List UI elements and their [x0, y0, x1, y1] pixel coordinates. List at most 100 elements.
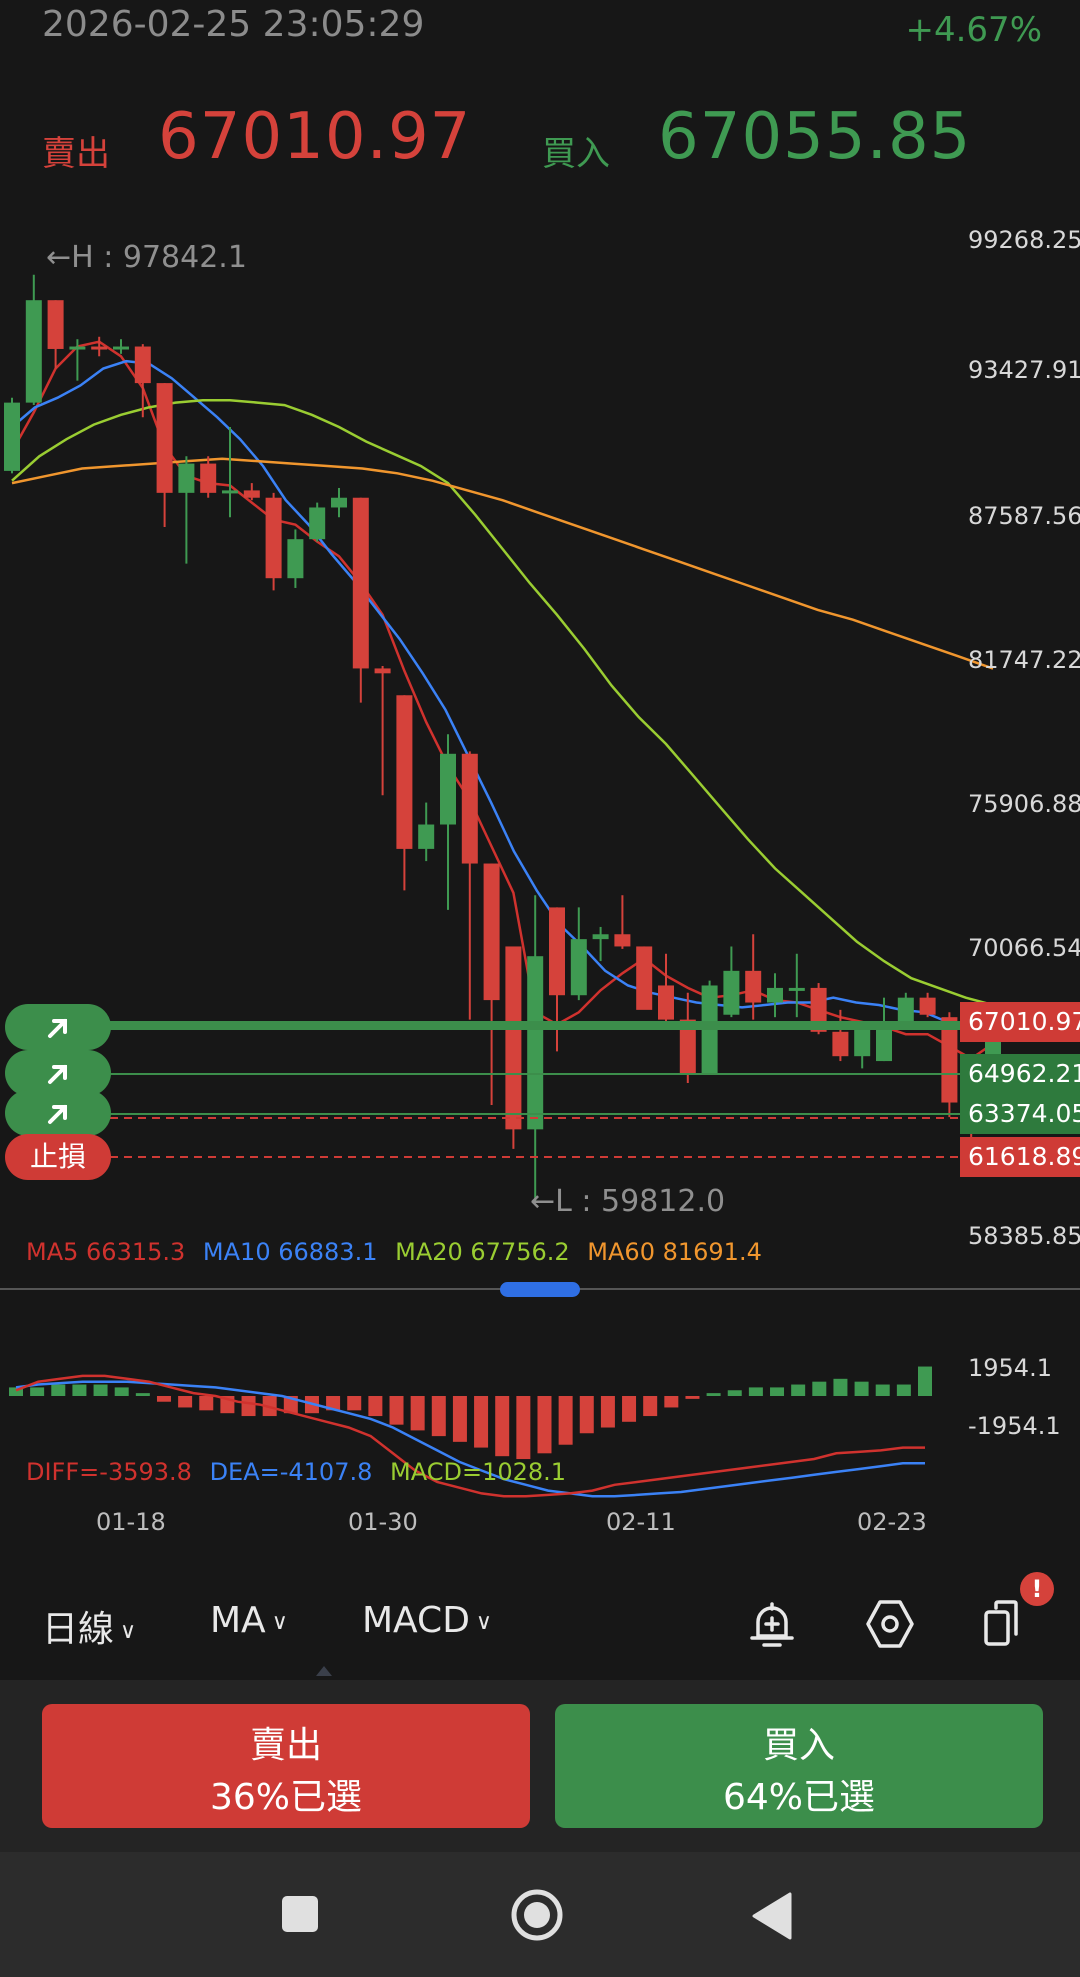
candle-body[interactable] — [505, 946, 522, 1130]
alarm-add-icon[interactable] — [744, 1596, 800, 1652]
macd-bar — [9, 1387, 23, 1396]
candle-body[interactable] — [69, 346, 86, 350]
macd-bar — [727, 1390, 742, 1396]
arrow-up-right-icon — [48, 1018, 67, 1038]
candle-body[interactable] — [396, 695, 413, 849]
candle-body[interactable] — [919, 997, 936, 1015]
macd-bar — [368, 1396, 383, 1417]
macd-bar — [643, 1396, 658, 1417]
macd-legend: DIFF=-3593.8 DEA=-4107.8 MACD=1028.1 — [26, 1458, 576, 1486]
macd-bar — [791, 1384, 806, 1396]
notification-badge: ! — [1020, 1572, 1054, 1606]
macd-value: MACD=1028.1 — [390, 1458, 567, 1486]
back-icon[interactable] — [750, 1892, 794, 1940]
buy-quote-price[interactable]: 67055.85 — [658, 100, 972, 174]
candle-body[interactable] — [200, 463, 217, 493]
buy-button-title: 買入 — [762, 1725, 835, 1766]
current-price-tag: 67010.97 — [960, 1002, 1080, 1042]
sell-button[interactable]: 賣出 36%已選 — [42, 1704, 530, 1828]
chart-toolbar: 日線 ∨ MA ∨ MACD ∨ ! — [0, 1572, 1080, 1680]
macd-bar — [579, 1396, 594, 1434]
candle-body[interactable] — [897, 997, 914, 1027]
active-indicator-caret — [316, 1666, 332, 1676]
sell-quote-price[interactable]: 67010.97 — [158, 100, 472, 174]
order-button-2[interactable] — [5, 1090, 111, 1136]
sub-indicator-label: MACD — [362, 1600, 470, 1641]
diff-line — [15, 1374, 925, 1498]
candle-body[interactable] — [832, 1031, 849, 1057]
multi-window-icon[interactable] — [980, 1594, 1040, 1654]
candle-body[interactable] — [461, 753, 478, 864]
macd-bar — [326, 1396, 341, 1411]
candle-body[interactable] — [4, 402, 20, 471]
candle-body[interactable] — [156, 383, 173, 493]
candle-body[interactable] — [527, 956, 544, 1130]
x-label: 01-30 — [348, 1508, 418, 1536]
candle-body[interactable] — [570, 939, 587, 996]
order-price-tag-2: 63374.05 — [960, 1094, 1080, 1134]
macd-bar — [622, 1396, 637, 1422]
arrow-up-right-icon — [48, 1104, 67, 1124]
ma10-value: MA10 66883.1 — [202, 1238, 378, 1266]
candle-body[interactable] — [723, 970, 740, 1015]
order-price-tag-1: 64962.21 — [960, 1054, 1080, 1094]
macd-bar — [30, 1387, 45, 1396]
order-button-current[interactable] — [5, 1004, 111, 1050]
candle-body[interactable] — [352, 497, 369, 669]
candle-body[interactable] — [679, 1019, 696, 1074]
candle-body[interactable] — [658, 985, 674, 1020]
home-icon[interactable] — [510, 1888, 564, 1942]
candle-body[interactable] — [331, 497, 347, 508]
candle-body[interactable] — [788, 987, 805, 991]
candle-body[interactable] — [222, 490, 238, 494]
candle-body[interactable] — [374, 668, 391, 674]
candle-body[interactable] — [178, 463, 195, 493]
candle-body[interactable] — [941, 1017, 958, 1103]
stop-loss-button[interactable]: 止損 — [5, 1134, 111, 1180]
candle-body[interactable] — [854, 1024, 871, 1057]
candle-body[interactable] — [767, 987, 783, 1003]
y-tick: 99268.25 — [968, 226, 1080, 254]
candle-body[interactable] — [243, 490, 260, 498]
candle-body[interactable] — [636, 946, 653, 1010]
macd-bar — [241, 1396, 256, 1417]
period-dropdown[interactable]: 日線 ∨ — [42, 1600, 136, 1652]
candlestick-chart[interactable] — [0, 0, 1080, 1560]
y-tick: 93427.91 — [968, 356, 1080, 384]
order-button-1[interactable] — [5, 1050, 111, 1096]
indicator-dropdown[interactable]: MA ∨ — [210, 1600, 288, 1641]
candle-body[interactable] — [483, 863, 500, 1001]
pane-resize-handle[interactable] — [500, 1282, 580, 1297]
ma60-line — [11, 457, 994, 670]
candle-body[interactable] — [440, 753, 456, 825]
candle-body[interactable] — [91, 346, 108, 350]
macd-bar — [431, 1396, 446, 1437]
settings-icon[interactable] — [862, 1596, 918, 1652]
macd-bar — [685, 1396, 700, 1399]
macd-bar — [918, 1366, 932, 1396]
macd-bar — [135, 1393, 150, 1396]
macd-bar — [854, 1381, 869, 1396]
sub-indicator-dropdown[interactable]: MACD ∨ — [362, 1600, 492, 1641]
candle-body[interactable] — [876, 1026, 892, 1062]
buy-button[interactable]: 買入 64%已選 — [555, 1704, 1043, 1828]
candle-body[interactable] — [287, 539, 304, 579]
candle-body[interactable] — [745, 970, 762, 1003]
candle-body[interactable] — [113, 346, 129, 350]
candle-body[interactable] — [309, 507, 326, 540]
buy-button-percent: 64%已選 — [722, 1777, 876, 1818]
candle-body[interactable] — [549, 907, 565, 996]
y-tick: 70066.54 — [968, 934, 1080, 962]
candle-body[interactable] — [47, 300, 64, 349]
candle-body[interactable] — [614, 934, 631, 947]
candle-body[interactable] — [25, 300, 42, 403]
candle-body[interactable] — [134, 346, 151, 384]
candle-body[interactable] — [592, 934, 609, 940]
recent-apps-icon[interactable] — [280, 1894, 320, 1934]
candle-body[interactable] — [810, 987, 827, 1032]
candle-body[interactable] — [265, 497, 282, 579]
macd-bar — [833, 1378, 848, 1396]
candle-body[interactable] — [418, 824, 435, 849]
chevron-down-icon: ∨ — [120, 1618, 137, 1644]
dea-line — [15, 1380, 925, 1498]
